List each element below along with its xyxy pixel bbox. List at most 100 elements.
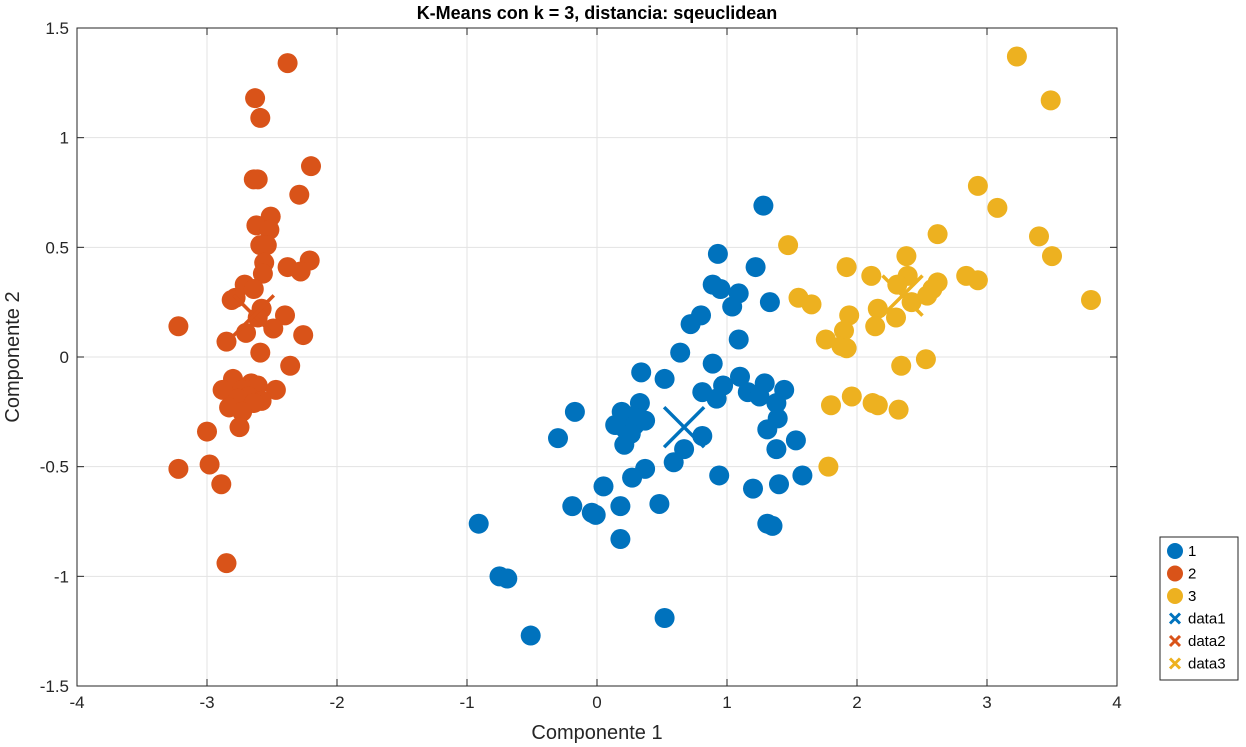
data-point <box>766 439 787 460</box>
centroid-stroke <box>232 294 276 337</box>
legend-marker-circle <box>1167 543 1183 559</box>
data-point <box>967 175 988 196</box>
data-point <box>792 465 813 486</box>
data-point <box>785 430 806 451</box>
data-point <box>265 379 286 400</box>
x-axis-label: Componente 1 <box>531 722 662 744</box>
data-point <box>901 292 922 313</box>
data-point <box>610 529 631 550</box>
y-tick-label: 0.5 <box>45 238 69 257</box>
legend-marker-circle <box>1167 565 1183 582</box>
data-point <box>821 395 841 416</box>
data-point <box>293 325 314 346</box>
data-point <box>275 305 295 326</box>
x-tick-label: 2 <box>852 693 861 712</box>
data-point <box>927 224 948 245</box>
data-point <box>861 265 882 286</box>
centroid-data2 <box>232 294 276 337</box>
data-point <box>168 458 189 479</box>
centroid-data1 <box>662 405 706 449</box>
data-point <box>836 257 857 278</box>
data-point <box>548 428 568 449</box>
data-point <box>753 195 774 216</box>
data-point <box>834 320 854 341</box>
data-point <box>216 553 237 574</box>
chart-title: K-Means con k = 3, distancia: sqeuclidea… <box>417 3 778 23</box>
data-point <box>757 419 778 440</box>
data-point <box>1042 246 1062 267</box>
data-point <box>212 379 233 400</box>
data-point <box>263 318 284 339</box>
data-point <box>867 395 888 416</box>
legend: 1 2 3 data1 data2 data3 <box>1159 536 1239 681</box>
y-tick-label: -1 <box>54 567 69 586</box>
data-point <box>290 261 311 282</box>
data-point <box>663 452 684 473</box>
legend-box <box>1159 536 1239 681</box>
data-point <box>743 478 763 499</box>
data-point <box>622 467 643 488</box>
data-point <box>887 274 908 295</box>
data-point <box>865 316 886 337</box>
legend-entry: 3 <box>1167 588 1196 605</box>
data-point <box>635 410 656 431</box>
x-tick-label: 3 <box>982 693 991 712</box>
data-point <box>252 263 273 284</box>
series-cluster-3 <box>778 46 1101 477</box>
legend-marker-x <box>1168 612 1182 625</box>
centroid-markers <box>232 274 924 449</box>
legend-label: data1 <box>1188 611 1226 628</box>
legend-entry: data2 <box>1168 633 1226 650</box>
data-points <box>168 46 1101 646</box>
data-point <box>654 368 675 389</box>
series-cluster-1 <box>468 195 813 646</box>
data-point <box>745 257 766 278</box>
data-point <box>896 246 917 267</box>
data-point <box>289 184 310 205</box>
legend-entry: data3 <box>1168 656 1226 673</box>
data-point <box>710 279 731 300</box>
y-tick-label: 1 <box>60 129 69 148</box>
data-point <box>229 417 250 438</box>
data-point <box>987 197 1008 218</box>
centroid-data3 <box>881 274 924 317</box>
y-tick-label: -0.5 <box>40 458 69 477</box>
data-point <box>497 568 518 589</box>
y-tick-label: -1.5 <box>40 677 69 696</box>
legend-label: 1 <box>1188 543 1196 560</box>
legend-marker-x <box>1168 634 1182 648</box>
data-point <box>749 386 770 407</box>
data-point <box>801 294 822 315</box>
data-point <box>680 314 701 335</box>
y-tick-label: 1.5 <box>45 19 69 38</box>
legend-marker-circle <box>1167 588 1183 604</box>
data-point <box>236 322 256 343</box>
x-tick-label: -4 <box>69 693 84 712</box>
data-point <box>762 515 783 536</box>
data-point <box>199 454 220 475</box>
legend-entry: data1 <box>1168 611 1226 628</box>
legend-entry: 1 <box>1167 543 1196 560</box>
data-point <box>841 386 862 407</box>
centroid-stroke <box>662 405 706 449</box>
data-point <box>301 156 321 177</box>
data-point <box>670 342 691 363</box>
y-tick-label: 0 <box>60 348 69 367</box>
data-point <box>1006 46 1027 67</box>
data-point <box>886 307 906 328</box>
x-tick-label: 4 <box>1112 693 1121 712</box>
legend-label: data3 <box>1188 656 1226 673</box>
data-point <box>211 474 232 495</box>
data-point <box>245 88 266 109</box>
data-point <box>520 625 541 646</box>
data-point <box>247 169 268 190</box>
data-point <box>730 366 750 387</box>
data-point <box>259 219 280 240</box>
data-point <box>593 476 614 497</box>
data-point <box>815 329 836 350</box>
data-point <box>766 393 787 414</box>
x-tick-label: 0 <box>592 693 601 712</box>
series-cluster-2 <box>168 53 321 574</box>
data-point <box>250 107 271 128</box>
